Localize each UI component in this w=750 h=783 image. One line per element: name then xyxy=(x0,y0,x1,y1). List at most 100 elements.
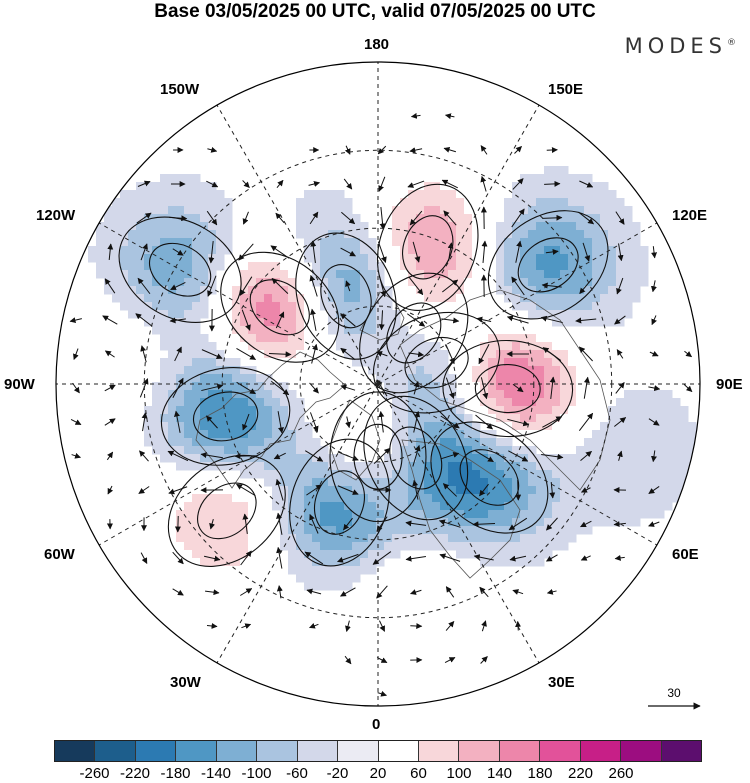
field-cell xyxy=(536,406,545,415)
field-cell xyxy=(304,486,313,495)
field-cell xyxy=(544,374,553,383)
wind-arrow xyxy=(614,554,625,561)
field-cell xyxy=(240,566,249,575)
field-cell xyxy=(344,398,353,407)
field-cell xyxy=(400,278,409,287)
field-cell xyxy=(160,446,169,455)
wind-arrow xyxy=(268,351,292,358)
field-cell xyxy=(408,270,417,279)
field-cell xyxy=(368,262,377,271)
field-cell xyxy=(536,534,545,543)
field-cell xyxy=(176,438,185,447)
field-cell xyxy=(296,366,305,375)
meridian-line xyxy=(377,383,658,546)
field-cell xyxy=(160,358,169,367)
field-cell xyxy=(416,374,425,383)
field-cell xyxy=(472,230,481,239)
field-cell xyxy=(448,638,457,647)
field-cell xyxy=(376,478,385,487)
field-cell xyxy=(664,478,673,487)
field-cell xyxy=(448,486,457,495)
field-cell xyxy=(304,246,313,255)
field-cell xyxy=(408,534,417,543)
field-cell xyxy=(480,198,489,207)
field-cell xyxy=(528,406,537,415)
field-cell xyxy=(176,302,185,311)
field-cell xyxy=(424,398,433,407)
colorbar-tick-label: 100 xyxy=(446,765,472,782)
field-cell xyxy=(424,574,433,583)
field-cell xyxy=(424,150,433,159)
field-cell xyxy=(504,334,513,343)
field-cell xyxy=(624,302,633,311)
field-cell xyxy=(336,502,345,511)
field-cell xyxy=(408,574,417,583)
field-cell xyxy=(384,598,393,607)
field-cell xyxy=(288,390,297,399)
field-cell xyxy=(352,326,361,335)
field-cell xyxy=(72,406,81,415)
field-cell xyxy=(344,494,353,503)
field-cell xyxy=(200,310,209,319)
field-cell xyxy=(512,326,521,335)
field-cell xyxy=(192,270,201,279)
field-cell xyxy=(296,518,305,527)
field-cell xyxy=(352,334,361,343)
field-cell xyxy=(480,558,489,567)
wind-arrow xyxy=(651,246,658,259)
field-cell xyxy=(240,582,249,591)
field-cell xyxy=(296,470,305,479)
field-cell xyxy=(312,470,321,479)
field-cell xyxy=(632,270,641,279)
field-cell xyxy=(464,382,473,391)
wind-arrow xyxy=(71,452,81,459)
field-cell xyxy=(248,534,257,543)
field-cell xyxy=(176,430,185,439)
field-cell xyxy=(472,174,481,183)
field-cell xyxy=(216,254,225,263)
field-cell xyxy=(568,294,577,303)
field-cell xyxy=(160,326,169,335)
field-cell xyxy=(656,470,665,479)
field-cell xyxy=(112,286,121,295)
field-cell xyxy=(400,414,409,423)
field-cell xyxy=(208,510,217,519)
field-cell xyxy=(552,534,561,543)
field-cell xyxy=(264,414,273,423)
field-cell xyxy=(336,478,345,487)
field-cell xyxy=(408,158,417,167)
field-cell xyxy=(400,654,409,663)
field-cell xyxy=(528,302,537,311)
field-cell xyxy=(200,574,209,583)
field-cell xyxy=(216,542,225,551)
field-cell xyxy=(344,566,353,575)
field-cell xyxy=(376,342,385,351)
field-cell xyxy=(128,278,137,287)
field-cell xyxy=(216,590,225,599)
field-cell xyxy=(144,542,153,551)
field-cell xyxy=(168,438,177,447)
field-cell xyxy=(480,406,489,415)
field-cell xyxy=(552,238,561,247)
field-cell xyxy=(168,398,177,407)
field-cell xyxy=(680,462,689,471)
field-cell xyxy=(416,598,425,607)
field-cell xyxy=(232,518,241,527)
wind-arrow xyxy=(236,483,256,497)
field-cell xyxy=(632,262,641,271)
field-cell xyxy=(488,358,497,367)
field-cell xyxy=(456,430,465,439)
field-cell xyxy=(152,254,161,263)
field-cell xyxy=(432,358,441,367)
field-cell xyxy=(352,550,361,559)
field-cell xyxy=(472,510,481,519)
field-cell xyxy=(592,366,601,375)
field-cell xyxy=(304,470,313,479)
field-cell xyxy=(432,198,441,207)
wind-arrow xyxy=(275,311,285,329)
field-cell xyxy=(168,294,177,303)
field-cell xyxy=(320,486,329,495)
field-cell xyxy=(576,222,585,231)
field-cell xyxy=(376,278,385,287)
field-cell xyxy=(416,430,425,439)
